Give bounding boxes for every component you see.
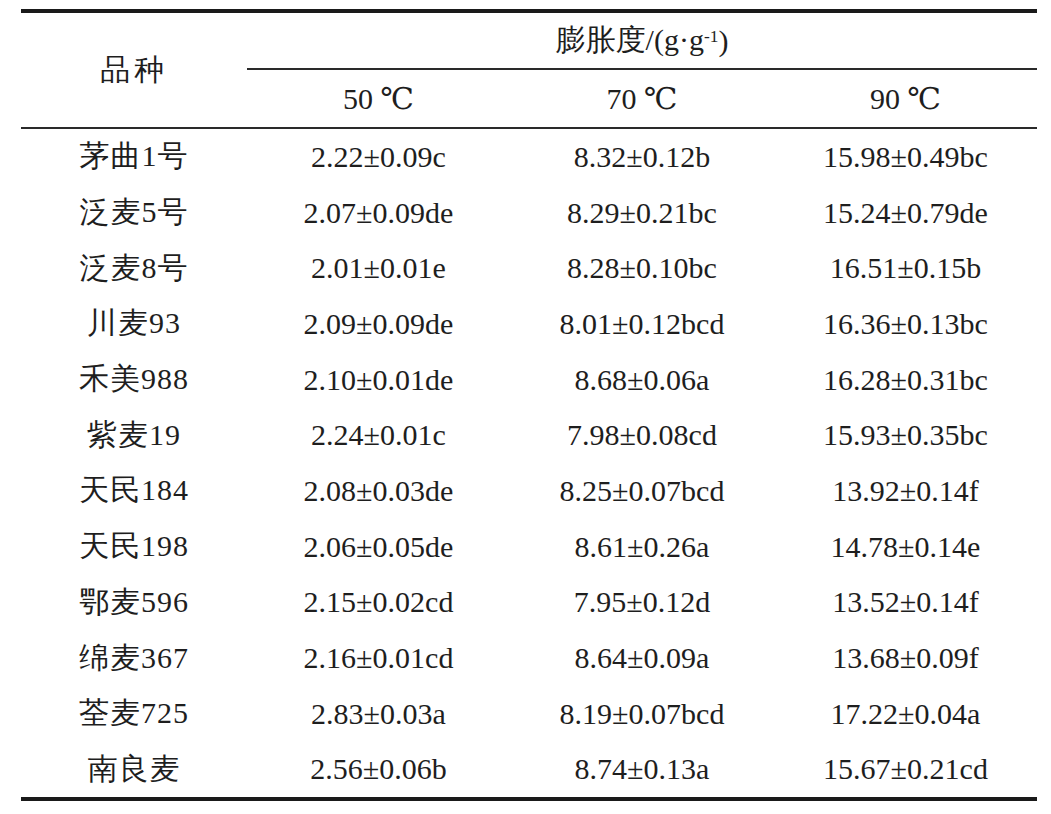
value-cell-90c: 13.52±0.14f — [774, 575, 1037, 631]
variety-cell: 天民184 — [21, 463, 247, 519]
value-cell-90c: 15.24±0.79de — [774, 185, 1037, 241]
variety-cell: 茅曲1号 — [21, 129, 247, 185]
value-cell-70c: 8.29±0.21bc — [510, 185, 774, 241]
value-cell-90c: 17.22±0.04a — [774, 686, 1037, 742]
value-cell-70c: 8.74±0.13a — [510, 742, 774, 798]
value-cell-70c: 7.98±0.08cd — [510, 407, 774, 463]
value-cell-50c: 2.06±0.05de — [247, 519, 510, 575]
value-cell-70c: 8.64±0.09a — [510, 630, 774, 686]
table-body: 茅曲1号 2.22±0.09c 8.32±0.12b 15.98±0.49bc … — [21, 129, 1037, 797]
value-cell-50c: 2.09±0.09de — [247, 296, 510, 352]
value-cell-90c: 16.28±0.31bc — [774, 352, 1037, 408]
temp-header-70c: 70 ℃ — [510, 70, 774, 127]
value-cell-70c: 8.19±0.07bcd — [510, 686, 774, 742]
value-cell-70c: 7.95±0.12d — [510, 575, 774, 631]
value-cell-90c: 15.67±0.21cd — [774, 742, 1037, 798]
value-cell-70c: 8.61±0.26a — [510, 519, 774, 575]
swelling-degree-group-header: 膨胀度/(g·g-1) — [247, 13, 1037, 70]
group-header-text: 膨胀度/(g·g — [556, 20, 704, 61]
variety-cell: 泛麦5号 — [21, 185, 247, 241]
temp-header-50c: 50 ℃ — [247, 70, 510, 127]
variety-cell: 川麦93 — [21, 296, 247, 352]
temp-header-90c: 90 ℃ — [774, 70, 1037, 127]
value-cell-50c: 2.22±0.09c — [247, 129, 510, 185]
value-cell-90c: 16.36±0.13bc — [774, 296, 1037, 352]
value-cell-50c: 2.10±0.01de — [247, 352, 510, 408]
value-cell-70c: 8.01±0.12bcd — [510, 296, 774, 352]
variety-cell: 禾美988 — [21, 352, 247, 408]
variety-cell: 天民198 — [21, 519, 247, 575]
value-cell-90c: 15.93±0.35bc — [774, 407, 1037, 463]
variety-cell: 绵麦367 — [21, 630, 247, 686]
variety-column-header: 品种 — [21, 13, 247, 127]
value-cell-90c: 15.98±0.49bc — [774, 129, 1037, 185]
value-cell-90c: 16.51±0.15b — [774, 240, 1037, 296]
value-cell-70c: 8.28±0.10bc — [510, 240, 774, 296]
variety-cell: 鄂麦596 — [21, 575, 247, 631]
variety-cell: 紫麦19 — [21, 407, 247, 463]
table-header: 品种 膨胀度/(g·g-1) 50 ℃ 70 ℃ 90 ℃ — [21, 13, 1037, 129]
value-cell-70c: 8.32±0.12b — [510, 129, 774, 185]
variety-cell: 泛麦8号 — [21, 240, 247, 296]
value-cell-50c: 2.83±0.03a — [247, 686, 510, 742]
value-cell-50c: 2.07±0.09de — [247, 185, 510, 241]
group-header-suffix: ) — [718, 24, 728, 58]
value-cell-50c: 2.08±0.03de — [247, 463, 510, 519]
value-cell-90c: 13.68±0.09f — [774, 630, 1037, 686]
value-cell-90c: 13.92±0.14f — [774, 463, 1037, 519]
variety-cell: 荃麦725 — [21, 686, 247, 742]
variety-cell: 南良麦 — [21, 742, 247, 798]
value-cell-90c: 14.78±0.14e — [774, 519, 1037, 575]
value-cell-70c: 8.68±0.06a — [510, 352, 774, 408]
value-cell-50c: 2.16±0.01cd — [247, 630, 510, 686]
value-cell-50c: 2.15±0.02cd — [247, 575, 510, 631]
value-cell-50c: 2.24±0.01c — [247, 407, 510, 463]
value-cell-50c: 2.01±0.01e — [247, 240, 510, 296]
swelling-degree-table: 品种 膨胀度/(g·g-1) 50 ℃ 70 ℃ 90 ℃ 茅曲1号 2.22±… — [21, 9, 1037, 801]
value-cell-50c: 2.56±0.06b — [247, 742, 510, 798]
value-cell-70c: 8.25±0.07bcd — [510, 463, 774, 519]
